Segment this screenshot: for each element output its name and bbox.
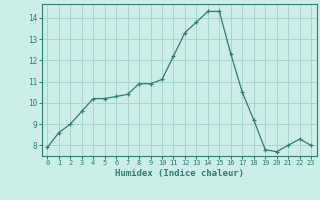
X-axis label: Humidex (Indice chaleur): Humidex (Indice chaleur) [115,169,244,178]
